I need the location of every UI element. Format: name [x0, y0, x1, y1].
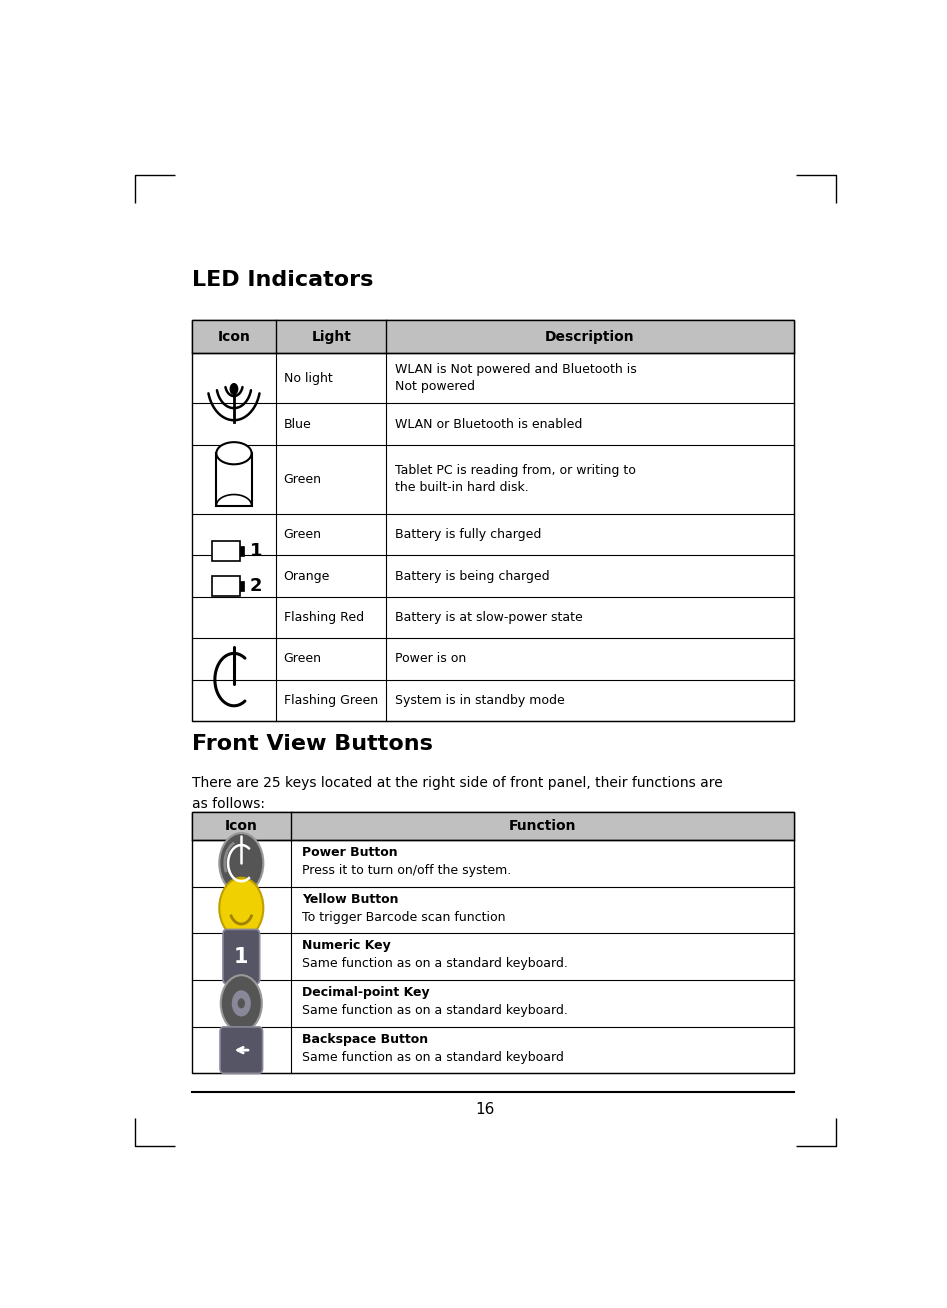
- Text: Press it to turn on/off the system.: Press it to turn on/off the system.: [302, 865, 511, 876]
- Text: Power Button: Power Button: [302, 846, 398, 859]
- Polygon shape: [240, 581, 244, 591]
- Text: Decimal-point Key: Decimal-point Key: [302, 986, 430, 999]
- Text: There are 25 keys located at the right side of front panel, their functions are
: There are 25 keys located at the right s…: [192, 777, 723, 811]
- Text: WLAN is Not powered and Bluetooth is
Not powered: WLAN is Not powered and Bluetooth is Not…: [395, 364, 636, 394]
- Polygon shape: [192, 320, 794, 721]
- Polygon shape: [192, 320, 794, 353]
- Text: Light: Light: [312, 330, 351, 344]
- Ellipse shape: [216, 442, 252, 464]
- Text: Flashing Green: Flashing Green: [283, 693, 378, 706]
- Text: WLAN or Bluetooth is enabled: WLAN or Bluetooth is enabled: [395, 417, 582, 430]
- Text: Power is on: Power is on: [395, 653, 466, 666]
- Text: 2: 2: [250, 577, 262, 595]
- Circle shape: [232, 990, 251, 1016]
- Text: Description: Description: [545, 330, 634, 344]
- Text: 1: 1: [250, 542, 262, 560]
- Text: Same function as on a standard keyboard.: Same function as on a standard keyboard.: [302, 957, 568, 971]
- Text: System is in standby mode: System is in standby mode: [395, 693, 564, 706]
- Circle shape: [220, 833, 263, 893]
- Text: 16: 16: [475, 1101, 495, 1117]
- Polygon shape: [216, 454, 252, 506]
- Text: Battery is at slow-power state: Battery is at slow-power state: [395, 611, 582, 624]
- Polygon shape: [240, 545, 244, 556]
- FancyBboxPatch shape: [220, 1027, 262, 1074]
- Text: Function: Function: [509, 819, 576, 833]
- Text: LED Indicators: LED Indicators: [192, 269, 373, 290]
- Text: Numeric Key: Numeric Key: [302, 939, 390, 952]
- Text: Tablet PC is reading from, or writing to
the built-in hard disk.: Tablet PC is reading from, or writing to…: [395, 464, 636, 494]
- Circle shape: [221, 976, 262, 1032]
- Text: Green: Green: [283, 528, 322, 542]
- Text: Front View Buttons: Front View Buttons: [192, 734, 433, 755]
- Text: Orange: Orange: [283, 570, 330, 582]
- Text: Same function as on a standard keyboard: Same function as on a standard keyboard: [302, 1050, 563, 1063]
- Polygon shape: [212, 576, 240, 596]
- Polygon shape: [192, 811, 794, 840]
- Text: Backspace Button: Backspace Button: [302, 1033, 428, 1046]
- Text: Green: Green: [283, 473, 322, 487]
- Text: Battery is fully charged: Battery is fully charged: [395, 528, 542, 542]
- Text: Blue: Blue: [283, 417, 312, 430]
- Circle shape: [229, 383, 239, 395]
- Text: Flashing Red: Flashing Red: [283, 611, 364, 624]
- Circle shape: [238, 998, 245, 1008]
- Text: Green: Green: [283, 653, 322, 666]
- Polygon shape: [212, 542, 240, 561]
- Polygon shape: [192, 811, 794, 1074]
- FancyBboxPatch shape: [223, 930, 259, 984]
- Text: No light: No light: [283, 371, 332, 385]
- Text: Yellow Button: Yellow Button: [302, 892, 399, 905]
- Text: Battery is being charged: Battery is being charged: [395, 570, 549, 582]
- Text: Icon: Icon: [218, 330, 250, 344]
- Circle shape: [220, 878, 263, 938]
- Text: To trigger Barcode scan function: To trigger Barcode scan function: [302, 910, 506, 923]
- Text: Same function as on a standard keyboard.: Same function as on a standard keyboard.: [302, 1005, 568, 1018]
- Text: Icon: Icon: [224, 819, 258, 833]
- Text: 1: 1: [234, 947, 248, 967]
